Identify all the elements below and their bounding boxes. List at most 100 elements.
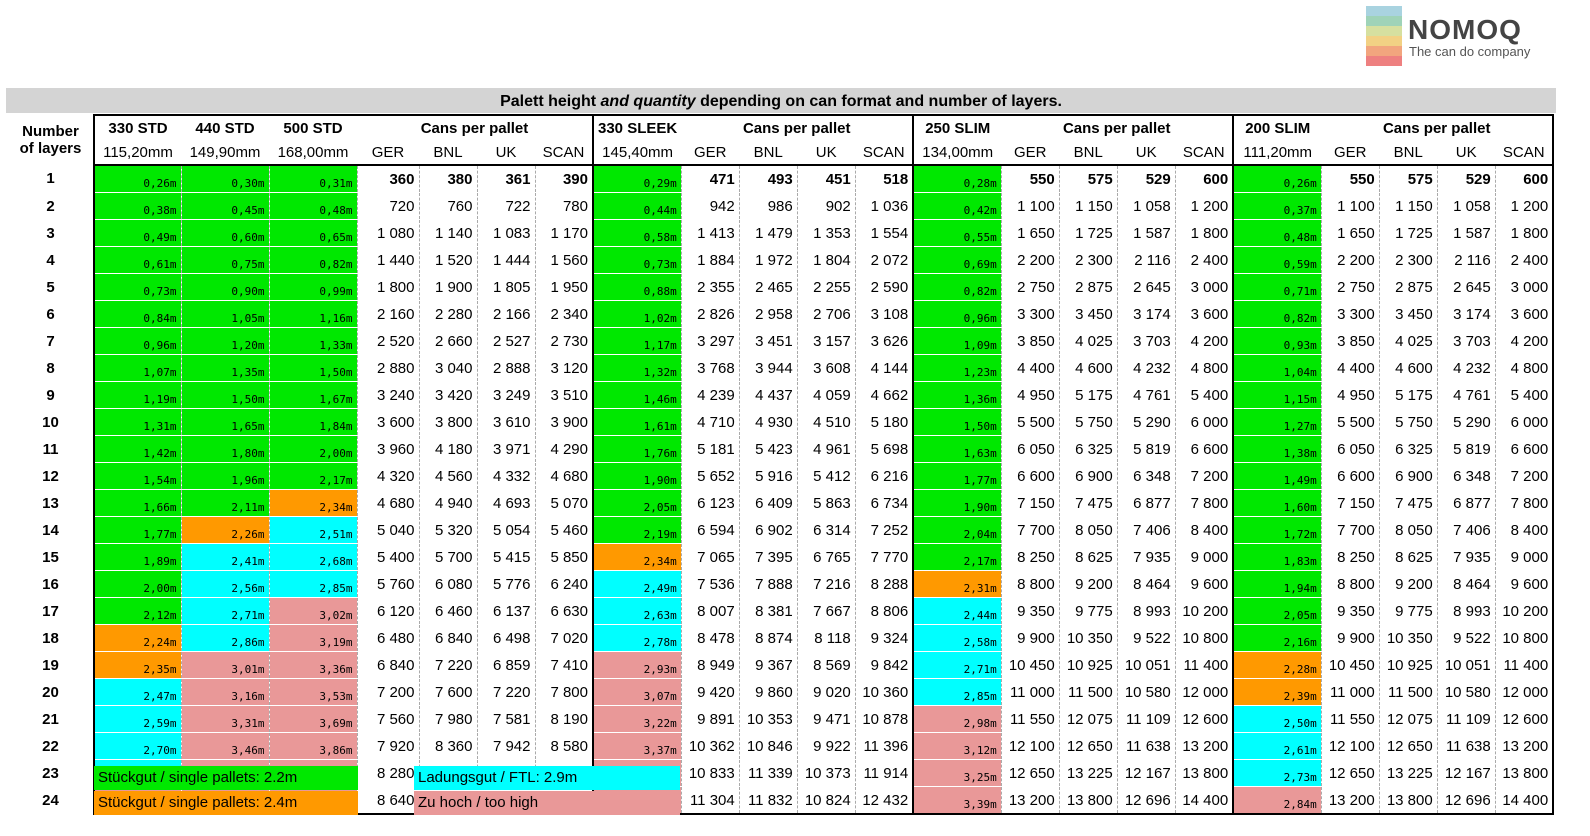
qty-cell: 11 500 [1379, 678, 1438, 706]
qty-cell: 5 040 [357, 516, 420, 544]
qty-cell: 529 [1117, 165, 1176, 193]
qty-cell: 3 944 [739, 354, 798, 382]
qty-cell: 390 [535, 165, 594, 193]
qty-cell: 4 950 [1321, 381, 1380, 409]
height-cell: 2,24m [93, 624, 182, 652]
qty-cell: 7 770 [855, 543, 915, 571]
qty-cell: 4 025 [1379, 327, 1438, 355]
cans-per-pallet-header: Cans per pallet [1321, 114, 1555, 140]
qty-cell: 10 800 [1175, 624, 1235, 652]
qty-cell: 4 232 [1117, 354, 1176, 382]
format-name: 500 STD [269, 114, 357, 140]
qty-cell: 10 051 [1117, 651, 1176, 679]
height-cell: 2,35m [93, 651, 182, 679]
qty-cell: 14 400 [1495, 786, 1555, 815]
qty-cell: 1 444 [477, 246, 536, 274]
height-cell: 2,51m [269, 516, 358, 544]
qty-cell: 2 072 [855, 246, 915, 274]
region-header: BNL [739, 140, 798, 166]
qty-cell: 1 800 [1175, 219, 1235, 247]
qty-cell: 7 536 [681, 570, 740, 598]
qty-cell: 13 225 [1379, 759, 1438, 787]
qty-cell: 8 464 [1437, 570, 1496, 598]
qty-cell: 518 [855, 165, 915, 193]
table-row: 10 1,31m 1,65m 1,84m 3 600 3 800 3 610 3 900 1,6… [8, 408, 1555, 436]
qty-cell: 3 000 [1495, 273, 1555, 301]
qty-cell: 2 520 [357, 327, 420, 355]
qty-cell: 6 409 [739, 489, 798, 517]
height-cell: 1,33m [269, 327, 358, 355]
format-name: 250 SLIM [912, 114, 1002, 140]
qty-cell: 3 300 [1321, 300, 1380, 328]
qty-cell: 8 050 [1059, 516, 1118, 544]
qty-cell: 6 480 [357, 624, 420, 652]
qty-cell: 1 650 [1001, 219, 1060, 247]
height-cell: 1,19m [93, 381, 182, 409]
qty-cell: 1 900 [419, 273, 478, 301]
qty-cell: 4 961 [797, 435, 856, 463]
height-cell: 1,63m [913, 435, 1002, 463]
qty-cell: 451 [797, 165, 856, 193]
height-cell: 0,37m [1233, 192, 1322, 220]
height-cell: 0,69m [913, 246, 1002, 274]
qty-cell: 4 332 [477, 462, 536, 490]
layer-number: 20 [42, 683, 59, 701]
qty-cell: 10 200 [1175, 597, 1235, 625]
qty-cell: 11 638 [1437, 732, 1496, 760]
height-cell: 0,44m [593, 192, 682, 220]
height-cell: 2,31m [913, 570, 1002, 598]
qty-cell: 7 395 [739, 543, 798, 571]
height-cell: 2,41m [181, 543, 270, 571]
height-cell: 3,86m [269, 732, 358, 760]
qty-cell: 9 367 [739, 651, 798, 679]
qty-cell: 1 100 [1321, 192, 1380, 220]
qty-cell: 1 440 [357, 246, 420, 274]
height-cell: 2,34m [593, 543, 682, 571]
height-cell: 1,38m [1233, 435, 1322, 463]
qty-cell: 13 200 [1495, 732, 1555, 760]
layer-header-line1: Number [22, 123, 79, 140]
legend-too-high: Zu hoch / too high [414, 791, 680, 815]
height-cell: 1,02m [593, 300, 682, 328]
qty-cell: 6 594 [681, 516, 740, 544]
qty-cell: 5 652 [681, 462, 740, 490]
layer-number: 21 [42, 710, 59, 728]
qty-cell: 6 137 [477, 597, 536, 625]
qty-cell: 12 696 [1437, 786, 1496, 815]
height-cell: 3,07m [593, 678, 682, 706]
qty-cell: 7 942 [477, 732, 536, 760]
qty-cell: 7 475 [1059, 489, 1118, 517]
height-cell: 1,76m [593, 435, 682, 463]
height-cell: 1,66m [93, 489, 182, 517]
qty-cell: 1 804 [797, 246, 856, 274]
height-cell: 2,47m [93, 678, 182, 706]
qty-cell: 7 406 [1117, 516, 1176, 544]
qty-cell: 3 174 [1437, 300, 1496, 328]
layer-number: 9 [46, 386, 55, 404]
qty-cell: 12 000 [1175, 678, 1235, 706]
qty-cell: 3 971 [477, 435, 536, 463]
qty-cell: 8 007 [681, 597, 740, 625]
qty-cell: 4 144 [855, 354, 915, 382]
qty-cell: 4 320 [357, 462, 420, 490]
height-cell: 0,48m [269, 192, 358, 220]
qty-cell: 2 750 [1001, 273, 1060, 301]
qty-cell: 9 522 [1117, 624, 1176, 652]
region-header: SCAN [535, 140, 593, 166]
qty-cell: 6 630 [535, 597, 594, 625]
height-cell: 1,96m [181, 462, 270, 490]
height-cell: 1,83m [1233, 543, 1322, 571]
qty-cell: 5 180 [855, 408, 915, 436]
qty-cell: 1 805 [477, 273, 536, 301]
height-cell: 0,55m [913, 219, 1002, 247]
height-cell: 0,45m [181, 192, 270, 220]
height-cell: 2,71m [913, 651, 1002, 679]
height-cell: 3,36m [269, 651, 358, 679]
height-cell: 2,05m [1233, 597, 1322, 625]
height-cell: 0,73m [593, 246, 682, 274]
qty-cell: 7 220 [477, 678, 536, 706]
legend-ftl-2-9m: Ladungsgut / FTL: 2.9m [414, 766, 680, 790]
qty-cell: 1 083 [477, 219, 536, 247]
qty-cell: 7 150 [1321, 489, 1380, 517]
qty-cell: 7 888 [739, 570, 798, 598]
